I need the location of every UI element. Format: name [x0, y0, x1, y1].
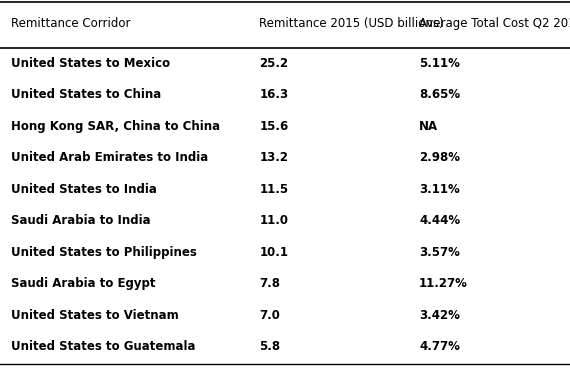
- Text: 11.5: 11.5: [259, 183, 288, 196]
- Text: United States to India: United States to India: [11, 183, 157, 196]
- Text: 4.44%: 4.44%: [419, 214, 460, 227]
- Text: 11.0: 11.0: [259, 214, 288, 227]
- Text: Remittance 2015 (USD billions): Remittance 2015 (USD billions): [259, 17, 444, 30]
- Text: United States to Guatemala: United States to Guatemala: [11, 340, 196, 353]
- Text: 4.77%: 4.77%: [419, 340, 460, 353]
- Text: United Arab Emirates to India: United Arab Emirates to India: [11, 151, 209, 164]
- Text: Average Total Cost Q2 2017: Average Total Cost Q2 2017: [419, 17, 570, 30]
- Text: United States to China: United States to China: [11, 88, 162, 101]
- Text: Remittance Corridor: Remittance Corridor: [11, 17, 131, 30]
- Text: 5.11%: 5.11%: [419, 57, 460, 70]
- Text: 5.8: 5.8: [259, 340, 280, 353]
- Text: 11.27%: 11.27%: [419, 277, 468, 290]
- Text: United States to Philippines: United States to Philippines: [11, 246, 197, 259]
- Text: 16.3: 16.3: [259, 88, 288, 101]
- Text: 13.2: 13.2: [259, 151, 288, 164]
- Text: 7.0: 7.0: [259, 309, 280, 322]
- Text: 2.98%: 2.98%: [419, 151, 460, 164]
- Text: Saudi Arabia to India: Saudi Arabia to India: [11, 214, 151, 227]
- Text: NA: NA: [419, 120, 438, 133]
- Text: Saudi Arabia to Egypt: Saudi Arabia to Egypt: [11, 277, 156, 290]
- Text: 15.6: 15.6: [259, 120, 288, 133]
- Text: 3.42%: 3.42%: [419, 309, 460, 322]
- Text: United States to Vietnam: United States to Vietnam: [11, 309, 179, 322]
- Text: 3.11%: 3.11%: [419, 183, 459, 196]
- Text: 3.57%: 3.57%: [419, 246, 460, 259]
- Text: United States to Mexico: United States to Mexico: [11, 57, 170, 70]
- Text: Hong Kong SAR, China to China: Hong Kong SAR, China to China: [11, 120, 221, 133]
- Text: 25.2: 25.2: [259, 57, 288, 70]
- Text: 8.65%: 8.65%: [419, 88, 460, 101]
- Text: 7.8: 7.8: [259, 277, 280, 290]
- Text: 10.1: 10.1: [259, 246, 288, 259]
